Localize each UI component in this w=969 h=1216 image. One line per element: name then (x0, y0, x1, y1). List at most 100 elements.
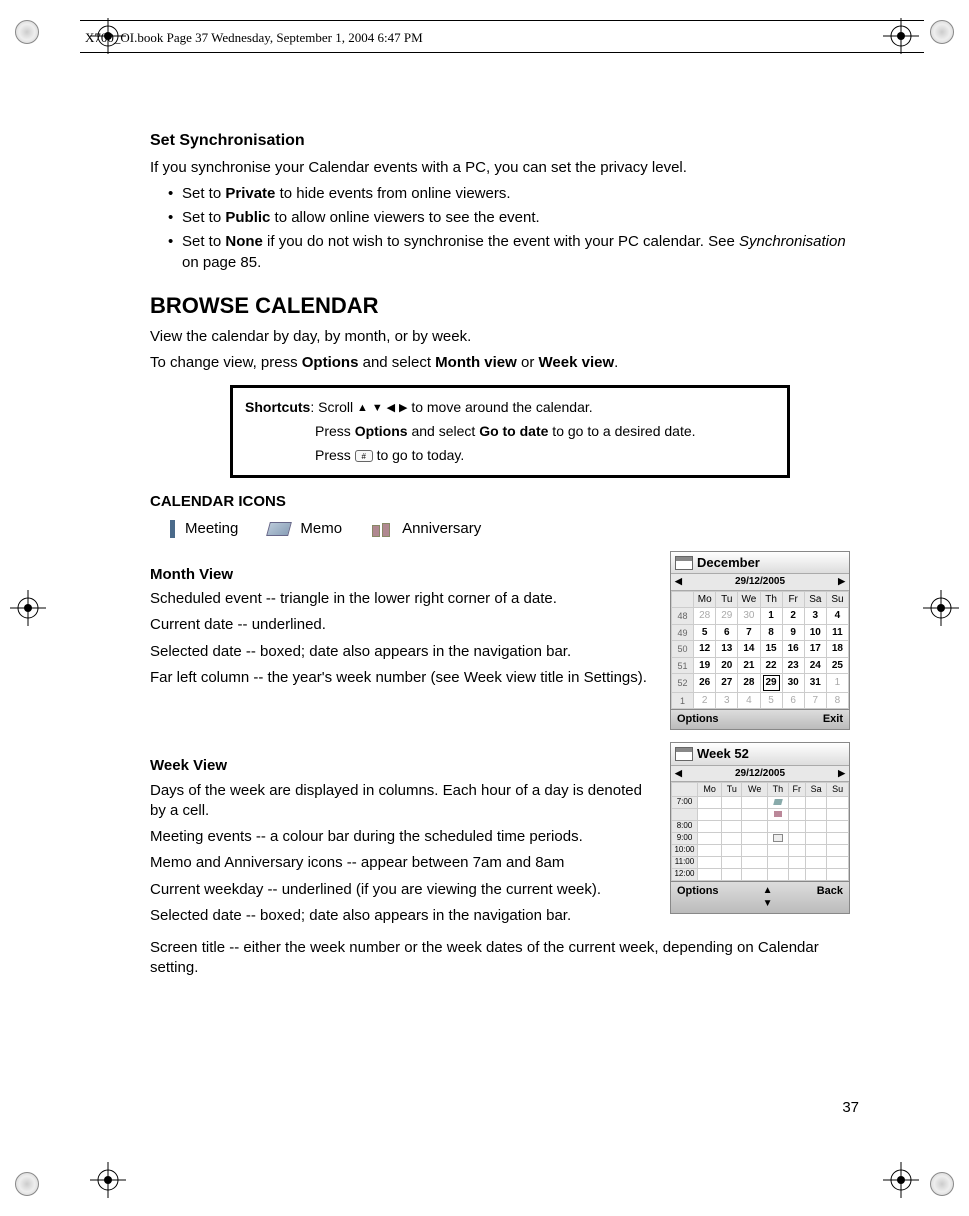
screen-title: Week 52 (697, 745, 749, 763)
shortcut-line: Shortcuts: Scroll ▲ ▼ ◀ ▶ to move around… (245, 396, 775, 420)
icon-legend-item: Anniversary (372, 519, 481, 539)
text: to move around the calendar. (411, 399, 592, 415)
text: and select (408, 423, 480, 439)
text: to go to today. (377, 447, 465, 463)
hash-key-icon: # (355, 450, 373, 462)
text: To change view, press (150, 354, 302, 371)
text-bold: Options (355, 423, 408, 439)
text: if you do not wish to synchronise the ev… (263, 233, 739, 250)
text: to allow online viewers to see the event… (270, 209, 539, 226)
text-bold: Public (225, 209, 270, 226)
text: to go to a desired date. (548, 423, 695, 439)
anniversary-icon (372, 521, 392, 537)
paragraph: View the calendar by day, by month, or b… (150, 327, 850, 347)
shortcut-line: Press Options and select Go to date to g… (245, 420, 775, 444)
crop-mark-icon (930, 1172, 954, 1196)
shortcuts-box: Shortcuts: Scroll ▲ ▼ ◀ ▶ to move around… (230, 385, 790, 478)
registration-mark-icon (923, 590, 959, 626)
icons-legend: Meeting Memo Anniversary (170, 519, 850, 539)
text: . (614, 354, 618, 371)
heading-browse-calendar: BROWSE CALENDAR (150, 291, 850, 321)
heading-month-view: Month View (150, 565, 654, 585)
paragraph: Current weekday -- underlined (if you ar… (150, 880, 654, 900)
list-item: Set to Public to allow online viewers to… (168, 208, 850, 228)
right-arrow-icon: ▶ (399, 399, 407, 418)
registration-mark-icon (883, 1162, 919, 1198)
text-bold: Month view (435, 354, 517, 371)
softkey-right: Back (817, 884, 843, 911)
paragraph: Days of the week are displayed in column… (150, 781, 654, 822)
screen-date-bar: ◀ 29/12/2005 ▶ (671, 766, 849, 783)
text: : Scroll (310, 399, 357, 415)
text: or (517, 354, 539, 371)
screen-date: 29/12/2005 (735, 768, 785, 779)
text: to hide events from online viewers. (275, 185, 510, 202)
screen-date-bar: ◀ 29/12/2005 ▶ (671, 574, 849, 591)
list-item: Set to None if you do not wish to synchr… (168, 232, 850, 273)
text: on page 85. (182, 254, 261, 271)
softkey-right: Exit (823, 712, 843, 727)
screen-title: December (697, 554, 760, 572)
week-calendar-grid: MoTuWeThFrSaSu7:008:009:0010:0011:0012:0… (671, 782, 849, 880)
softkey-left: Options (677, 712, 719, 727)
screen-date: 29/12/2005 (735, 576, 785, 587)
right-arrow-icon: ▶ (838, 575, 845, 587)
text: Set to (182, 233, 225, 250)
header-rule (80, 20, 924, 21)
screen-softkey-bar: Options Exit (671, 709, 849, 729)
week-view-section: Week View Days of the week are displayed… (150, 742, 850, 932)
paragraph: If you synchronise your Calendar events … (150, 158, 850, 178)
crop-mark-icon (15, 1172, 39, 1196)
registration-mark-icon (10, 590, 46, 626)
calendar-icon (675, 747, 693, 761)
month-calendar-grid: MoTuWeThFrSaSu48282930123449567891011501… (671, 591, 849, 710)
text: Press (315, 447, 355, 463)
right-arrow-icon: ▶ (838, 767, 845, 779)
list-item: Set to Private to hide events from onlin… (168, 184, 850, 204)
heading-week-view: Week View (150, 756, 654, 776)
text: and select (358, 354, 435, 371)
text-bold: Private (225, 185, 275, 202)
heading-set-sync: Set Synchronisation (150, 130, 850, 152)
crop-mark-icon (15, 20, 39, 44)
icon-legend-item: Meeting (170, 519, 238, 539)
text-bold: None (225, 233, 263, 250)
left-arrow-icon: ◀ (675, 575, 682, 587)
screen-title-bar: December (671, 552, 849, 575)
paragraph: Selected date -- boxed; date also appear… (150, 642, 654, 662)
text-bold: Options (302, 354, 359, 371)
left-arrow-icon: ◀ (675, 767, 682, 779)
screen-softkey-bar: Options ▲▼ Back (671, 881, 849, 913)
text-bold: Go to date (479, 423, 548, 439)
shortcut-line: Press # to go to today. (245, 444, 775, 468)
text-bold: Shortcuts (245, 399, 310, 415)
left-arrow-icon: ◀ (387, 399, 395, 418)
up-arrow-icon: ▲ (357, 399, 368, 418)
softkey-left: Options (677, 884, 719, 911)
bullet-list: Set to Private to hide events from onlin… (150, 184, 850, 273)
text-bold: Week view (539, 354, 615, 371)
icon-label: Meeting (185, 519, 238, 539)
page-number: 37 (842, 1099, 859, 1116)
paragraph: Current date -- underlined. (150, 615, 654, 635)
paragraph: Selected date -- boxed; date also appear… (150, 906, 654, 926)
screen-title-bar: Week 52 (671, 743, 849, 766)
down-arrow-icon: ▼ (372, 399, 383, 418)
calendar-icon (675, 556, 693, 570)
paragraph: Meeting events -- a colour bar during th… (150, 827, 654, 847)
text: Press (315, 423, 355, 439)
header-rule (80, 52, 924, 53)
heading-calendar-icons: CALENDAR ICONS (150, 492, 850, 512)
meeting-icon (170, 520, 175, 538)
page-header: X700_OI.book Page 37 Wednesday, Septembe… (85, 30, 939, 46)
text: Set to (182, 209, 225, 226)
paragraph: Far left column -- the year's week numbe… (150, 668, 654, 688)
icon-label: Anniversary (402, 519, 481, 539)
memo-icon (266, 522, 292, 536)
month-view-screenshot: December ◀ 29/12/2005 ▶ MoTuWeThFrSaSu48… (670, 551, 850, 730)
page-content: Set Synchronisation If you synchronise y… (150, 130, 850, 985)
paragraph: Scheduled event -- triangle in the lower… (150, 589, 654, 609)
scroll-indicator-icon: ▲▼ (763, 884, 773, 911)
icon-label: Memo (300, 519, 342, 539)
registration-mark-icon (90, 1162, 126, 1198)
